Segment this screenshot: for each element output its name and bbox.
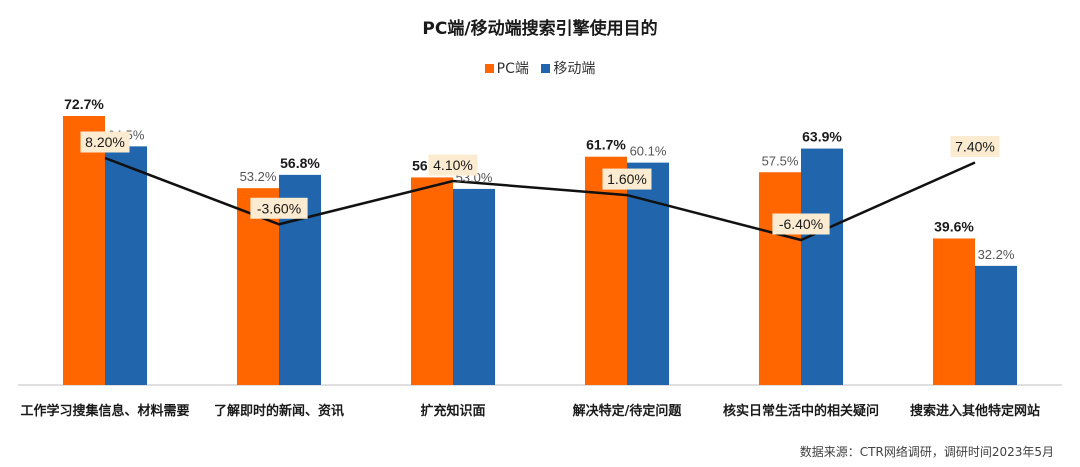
difference-label-box bbox=[428, 154, 478, 176]
difference-label: -6.40% bbox=[779, 216, 823, 232]
bar-pc bbox=[63, 116, 105, 385]
bar-pc bbox=[759, 172, 801, 385]
bar-value-label: 63.9% bbox=[802, 129, 842, 145]
difference-label-box bbox=[950, 135, 1000, 157]
legend-swatch-pc bbox=[484, 63, 494, 73]
bar-pc bbox=[411, 177, 453, 385]
source-note: 数据来源：CTR网络调研，调研时间2023年5月 bbox=[799, 445, 1054, 459]
category-label: 搜索进入其他特定网站 bbox=[910, 403, 1040, 419]
difference-label: 4.10% bbox=[433, 157, 473, 173]
bar-value-label: 57.5% bbox=[762, 153, 799, 168]
legend-swatch-mobile bbox=[541, 63, 551, 73]
difference-label-box bbox=[772, 213, 830, 235]
legend-item-pc: PC端 bbox=[484, 58, 529, 78]
bar-mobile bbox=[975, 265, 1017, 385]
category-label: 工作学习搜集信息、材料需要 bbox=[20, 403, 189, 419]
category-label: 核实日常生活中的相关疑问 bbox=[723, 403, 879, 419]
bar-value-label: 60.1% bbox=[630, 144, 667, 159]
bar-value-label: 56.8% bbox=[280, 155, 320, 171]
difference-line bbox=[104, 156, 976, 242]
difference-label: -3.60% bbox=[257, 200, 301, 216]
bar-value-label: 53.2% bbox=[240, 169, 277, 184]
difference-label-box bbox=[602, 168, 652, 190]
difference-label: 7.40% bbox=[955, 138, 995, 154]
difference-label: 1.60% bbox=[607, 171, 647, 187]
bar-mobile bbox=[801, 148, 843, 385]
legend-label-mobile: 移动端 bbox=[553, 61, 596, 77]
bar-value-label: 39.6% bbox=[934, 218, 974, 234]
bar-mobile bbox=[105, 146, 147, 385]
chart-title: PC端/移动端搜索引擎使用目的 bbox=[422, 19, 658, 39]
legend-item-mobile: 移动端 bbox=[541, 58, 595, 78]
bar-value-label: 32.2% bbox=[978, 247, 1015, 262]
bar-value-label: 61.7% bbox=[586, 137, 626, 153]
bar-mobile bbox=[453, 188, 495, 385]
difference-label-box bbox=[250, 197, 308, 219]
category-label: 解决特定/待定问题 bbox=[572, 403, 683, 419]
bar-value-label: 72.7% bbox=[64, 96, 104, 112]
bar-pc bbox=[933, 238, 975, 385]
difference-label-box bbox=[80, 131, 130, 153]
category-label: 了解即时的新闻、资讯 bbox=[214, 403, 344, 419]
legend: PC端 移动端 bbox=[0, 58, 1080, 78]
legend-label-pc: PC端 bbox=[496, 61, 529, 77]
difference-label: 8.20% bbox=[85, 134, 125, 150]
category-label: 扩充知识面 bbox=[420, 403, 485, 419]
